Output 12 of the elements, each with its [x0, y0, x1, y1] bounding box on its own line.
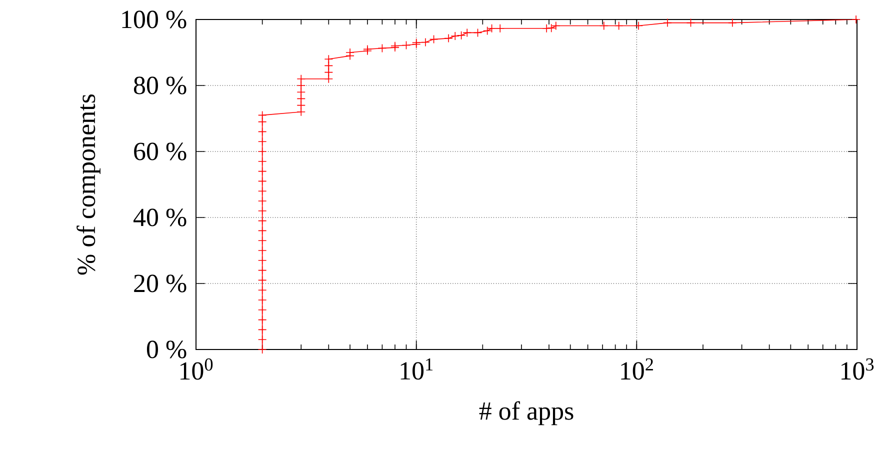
y-tick-label: 100 %	[122, 10, 186, 28]
x-tick-label: 10$^{1}$	[400, 358, 433, 380]
x-axis-title: # of apps	[479, 401, 574, 426]
y-axis-title: % of components	[76, 94, 100, 275]
y-tick-label: 80 %	[134, 76, 186, 94]
x-tick-label: 10$^{0}$	[180, 358, 213, 380]
x-tick-label: 10$^{3}$	[841, 358, 874, 380]
y-tick-label: 60 %	[134, 142, 186, 160]
y-tick-label: 20 %	[134, 274, 186, 292]
x-tick-label: 10$^{2}$	[621, 358, 653, 380]
y-tick-label: 40 %	[133, 208, 186, 226]
y-tick-label: 0 %	[146, 340, 186, 358]
